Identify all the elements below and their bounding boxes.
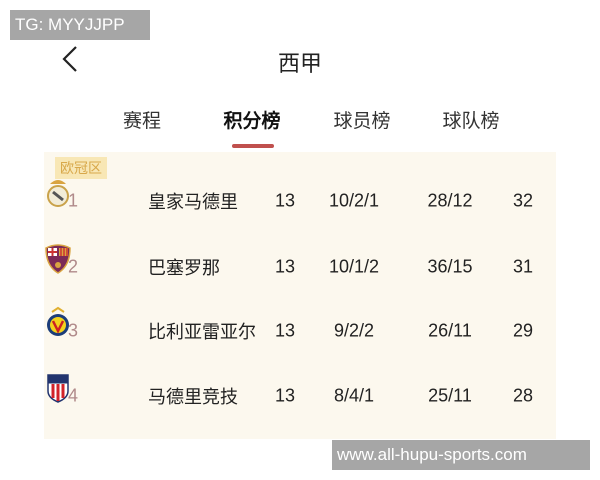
team-name: 巴塞罗那 (148, 258, 220, 278)
team-name: 比利亚雷亚尔 (148, 322, 256, 342)
table-row[interactable]: 4 马德里竞技 13 8/4/1 25/11 28 (44, 371, 556, 421)
standings-table (44, 152, 556, 439)
win-draw-loss: 9/2/2 (333, 320, 375, 341)
tab-player-rankings[interactable]: 球员榜 (333, 111, 391, 132)
barcelona-crest-icon (45, 244, 71, 274)
table-row[interactable]: 2 巴塞罗那 13 10/1/2 36/15 31 (44, 242, 556, 292)
rank: 4 (68, 385, 79, 406)
champions-league-zone-badge: 欧冠区 (55, 157, 107, 179)
win-draw-loss: 8/4/1 (333, 385, 375, 406)
points: 29 (512, 320, 534, 341)
played: 13 (274, 256, 296, 277)
played: 13 (274, 320, 296, 341)
played: 13 (274, 385, 296, 406)
watermark-top: TG: MYYJJPP (10, 10, 150, 40)
rank: 2 (68, 256, 79, 277)
team-name: 马德里竞技 (148, 387, 238, 407)
active-tab-indicator (232, 144, 274, 148)
table-row[interactable]: 1 皇家马德里 13 10/2/1 28/12 32 (44, 176, 556, 226)
goals: 26/11 (428, 320, 472, 341)
goals: 25/11 (428, 385, 472, 406)
team-name: 皇家马德里 (148, 192, 238, 212)
rank: 1 (68, 190, 79, 211)
goals: 36/15 (427, 256, 473, 277)
table-row[interactable]: 3 比利亚雷亚尔 13 9/2/2 26/11 29 (44, 306, 556, 356)
points: 32 (512, 190, 534, 211)
page-title: 西甲 (277, 51, 322, 76)
tab-standings[interactable]: 积分榜 (223, 111, 281, 132)
rank: 3 (68, 320, 79, 341)
points: 31 (512, 256, 534, 277)
tab-schedule[interactable]: 赛程 (122, 111, 162, 132)
real-madrid-crest-icon (47, 180, 69, 207)
goals: 28/12 (427, 190, 473, 211)
played: 13 (274, 190, 296, 211)
villarreal-crest-icon (47, 306, 69, 336)
chevron-left-icon[interactable] (58, 44, 84, 74)
tab-team-rankings[interactable]: 球队榜 (442, 111, 500, 132)
win-draw-loss: 10/2/1 (328, 190, 380, 211)
win-draw-loss: 10/1/2 (328, 256, 380, 277)
watermark-bottom: www.all-hupu-sports.com (332, 440, 590, 470)
tab-bar: 赛程 积分榜 球员榜 球队榜 (0, 106, 600, 146)
points: 28 (512, 385, 534, 406)
atletico-madrid-crest-icon (47, 374, 69, 403)
